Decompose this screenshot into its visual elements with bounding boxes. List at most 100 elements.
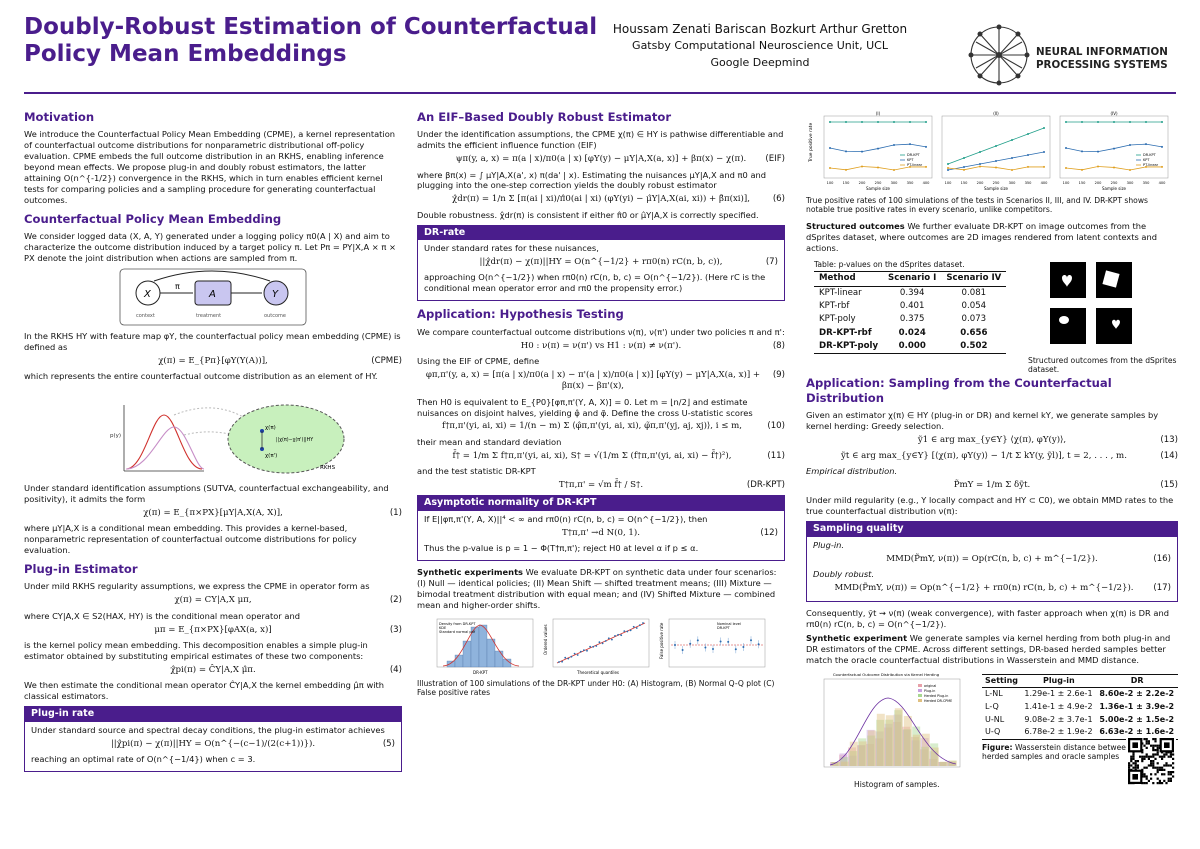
eif-heading: An EIF–Based Doubly Robust Estimator [417,110,672,124]
rkhs-figure: p(y) χ(π) χ(π') ||χ(π)−χ(π')||HY RKHS [110,404,345,474]
structured-title: Structured outcomes [806,220,905,231]
herding-bar [831,761,840,766]
header-rule [24,92,1176,94]
sampling-text-4: Consequently, ỹt ⇝ ν(π) (weak convergenc… [806,608,1170,630]
qq-point [626,630,629,633]
hist-legend-2: KDE [439,626,446,630]
herding-bar [840,761,849,766]
hist-xlabel: DR-KPT [473,670,488,675]
cell: 6.63e-2 ± 1.6e-2 [1099,727,1175,737]
herding-bar [849,750,858,766]
sampling-heading: Application: Sampling from the Counterfa… [806,375,1112,406]
logo-line-2: PROCESSING SYSTEMS [1036,58,1168,71]
eq-kpt-tag: (DR-KPT) [746,480,785,490]
herding-bar [848,747,856,766]
cpme-text-5: where μY|A,X is a conditional mean embed… [24,523,357,556]
cell: 0.081 [961,287,987,298]
sampling-text-3: Under mild regularity (e.g., Y locally c… [806,495,1174,517]
wasserstein-table: Setting Plug-in DR L-NL 1.29e-1 ± 2.6e-1 8… [982,673,1178,740]
column-2: An EIF–Based Doubly Robust Estimator Und… [417,104,785,701]
eq-9-body: φπ,π'(y, a, x) = [π(a | x)/π0(a | x) − π… [425,369,761,392]
table-row: U-NL 9.08e-2 ± 3.7e-1 5.00e-2 ± 1.5e-2 [982,714,1178,727]
herding-bar [902,726,910,766]
cell: 5.00e-2 ± 1.5e-2 [1099,714,1175,724]
herding-bar [885,719,894,766]
eq-8-body: H0 : ν(π) = ν(π') vs H1 : ν(π) ≠ ν(π'). [520,340,682,351]
fpr-point [734,648,737,651]
structured-text: We further evaluate DR-KPT on image outc… [806,220,1158,253]
eq-14: ỹt ∈ arg max_{y∈Y} [⟨χ(π), φY(y)⟩ − 1/t … [806,451,1178,462]
qq-point [586,649,588,652]
cell: U-NL [985,714,1005,724]
qq-point [604,639,607,642]
tpr-tick: 250 [875,181,883,185]
author-names: Houssam Zenati Bariscan Bozkurt Arthur G… [612,22,908,36]
eq-6-num: (6) [772,194,785,205]
tpr-tick: 150 [961,181,969,185]
fpr-point [712,647,714,650]
qr-code-icon[interactable] [1126,735,1176,786]
tpr-tick: 350 [907,181,915,185]
sampling-quality-box: Sampling quality Plug-in. MMD(P̃mY, ν(π)… [806,521,1178,603]
plugin-text-3: is the kernel policy mean embedding. Thi… [24,640,368,661]
herding-bar [893,714,902,766]
qq-point [598,641,601,643]
cell: 6.78e-2 ± 1.9e-2 [1024,727,1093,737]
herding-hist-caption: Histogram of samples. [854,779,940,789]
tpr-caption: True positive rates of 100 simulations o… [806,196,1148,215]
tpr-line [1065,166,1163,171]
wasserstein-caption: Figure: Wasserstein distance between her… [982,743,1132,762]
fpr-legend-1: Nominal level [717,622,741,626]
plugin-rate-text-1: Under standard source and spectral decay… [31,724,385,735]
qq-point [620,634,623,636]
dr-rate-text-2: approaching O(n^{−1/2}) when rπ0(n) rC(n… [424,272,766,294]
qq-point [611,638,613,641]
tpr-tick: 250 [1111,181,1119,185]
cell: KPT-rbf [819,300,850,311]
herding-bar [921,746,930,766]
dag-sub-y: outcome [264,313,286,319]
herding-bar [876,719,885,766]
plugin-rate-text-2: reaching an optimal rate of O(n^{−1/4}) … [31,753,256,764]
herding-bar [938,761,946,766]
w-header-setting: Setting [985,675,1018,685]
herding-bar [929,751,938,766]
herding-legend: Herded DR-CPME [924,699,952,703]
asymptotic-text-2: Thus the p-value is p = 1 − Φ(T†π,π'); r… [424,543,699,554]
rkhs-label-chi: χ(π) [265,425,276,431]
dag-node-y [263,280,289,306]
herding-bar [903,729,912,766]
herding-bar [857,745,866,766]
wasserstein-caption-label: Figure: [982,742,1013,752]
asymptotic-box: Asymptotic normality of DR-KPT If E||φπ,… [417,495,785,562]
tpr-panel: (II) 100 150 200 250 300 350 400 Sample size [941,111,1051,191]
eif-text-2: where βπ(x) = ∫ μY|A,X(a', x) π(da' | x)… [417,169,767,191]
eq-13-num: (13) [1160,435,1178,446]
cpme-text-4: Under standard identification assumption… [24,483,389,505]
table-row: KPT-rbf 0.401 0.054 [814,300,1006,313]
herding-bar [866,743,874,766]
fpr-point [674,643,676,646]
eq-4-num: (4) [389,664,402,675]
eq-kpt-body: T†π,π' = √m f̄† / S†. [558,480,644,490]
cell: L-NL [985,689,1003,699]
herding-bar [912,734,921,766]
tpr-tick: 150 [1079,181,1087,185]
eq-2: χ(π) = CY|A,X μπ, (2) [24,595,402,606]
herding-legend: Plug-in [924,689,935,693]
eq-7-body: ||χ̂dr(π) − χ(π)||HY = O(n^{−1/2} + rπ0(… [479,257,723,268]
herding-bar [930,743,939,766]
neurips-logo-text: NEURAL INFORMATION PROCESSING SYSTEMS [1036,46,1188,72]
cell: 0.000 [898,340,926,351]
cpme-heading: Counterfactual Policy Mean Embedding [24,211,282,226]
cell: KPT-linear [819,287,862,298]
herding-bar [911,740,920,766]
column-1: Motivation We introduce the Counterfactu… [24,104,402,778]
cell: 1.36e-1 ± 3.9e-2 [1099,701,1175,711]
herding-bar [831,761,840,766]
tpr-tick: 250 [993,181,1001,185]
tpr-line [947,127,1045,165]
fpr-point [742,645,745,648]
eq-6-body: χ̂dr(π) = 1/n Σ [π(ai | xi)/π̂0(ai | xi)… [452,194,750,205]
tpr-tick: 400 [923,181,931,185]
